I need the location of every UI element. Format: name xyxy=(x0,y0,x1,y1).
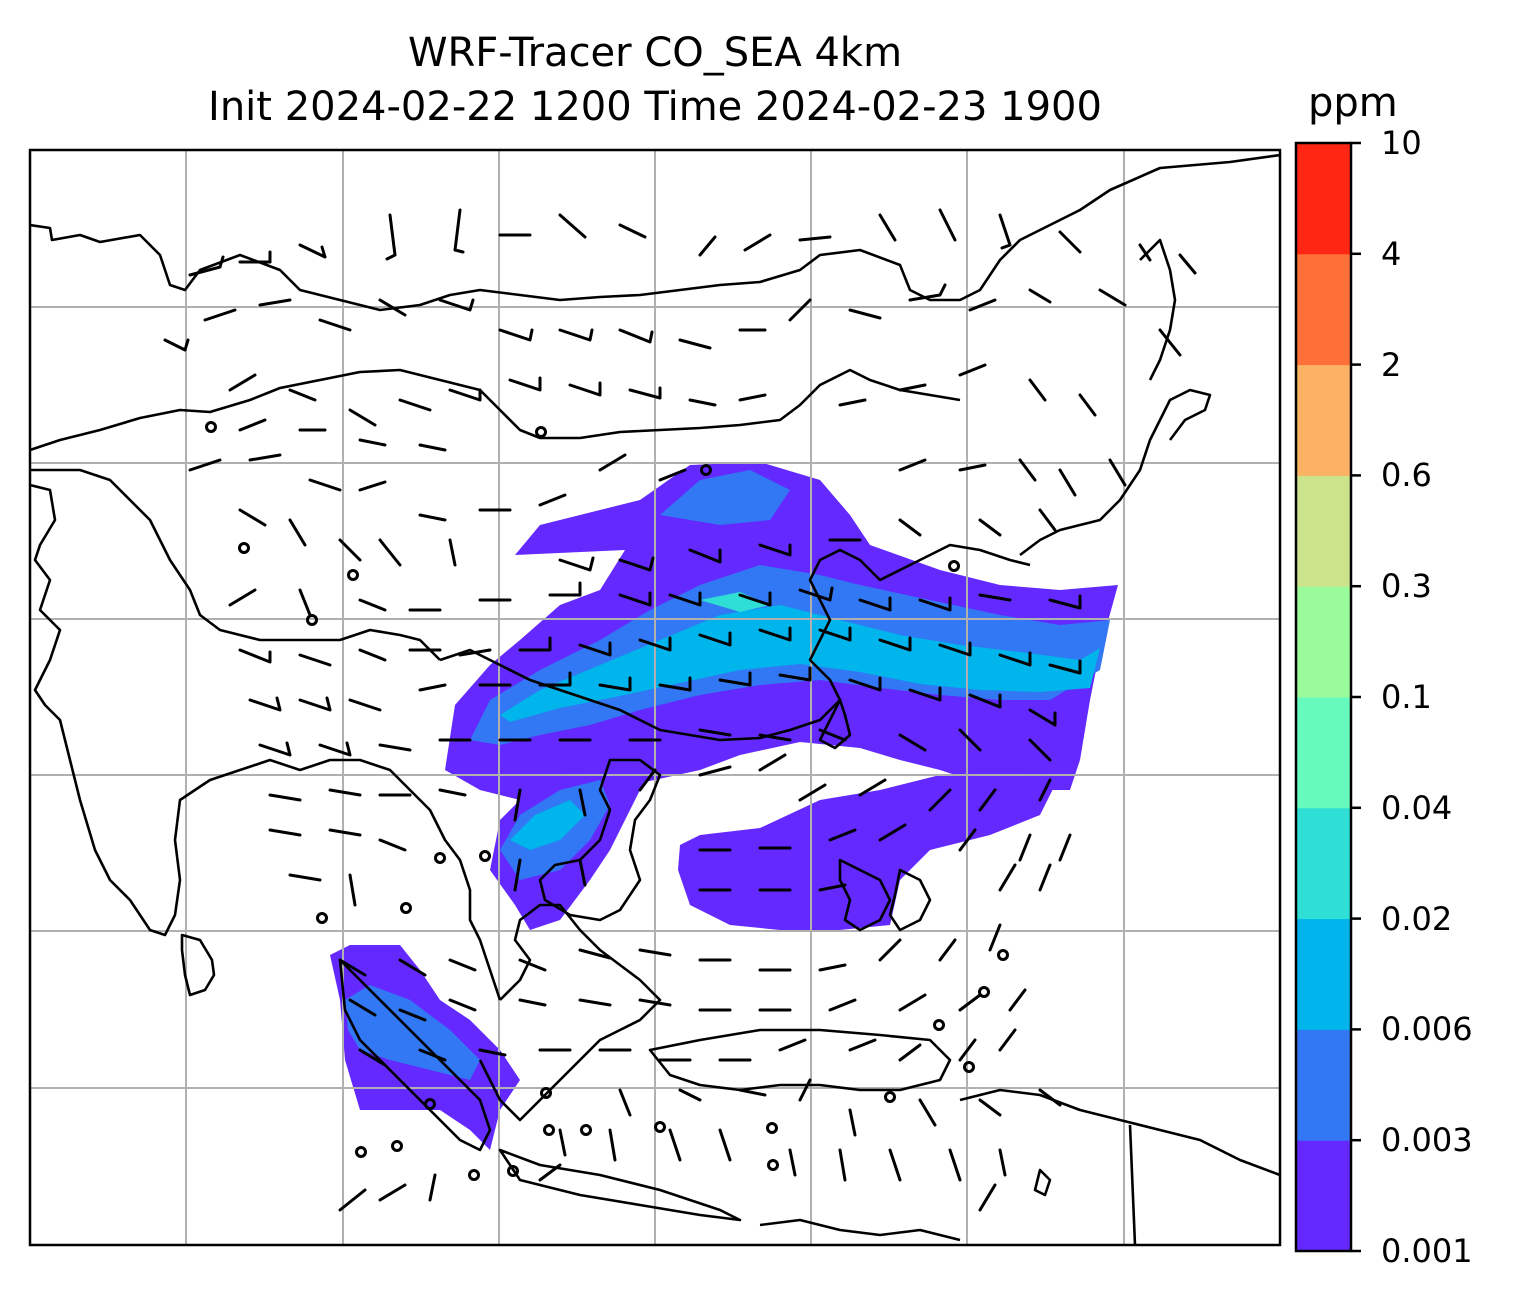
plume-level-2-north xyxy=(660,470,790,525)
colorbar-segment xyxy=(1296,253,1351,366)
calm-wind-markers xyxy=(205,421,1009,1181)
colorbar-segment xyxy=(1296,1140,1351,1252)
colorbar-segment xyxy=(1296,475,1351,587)
plume-level-4 xyxy=(700,592,770,612)
colorbar-tick-label: 0.6 xyxy=(1381,456,1432,495)
colorbar-tick-label: 0.04 xyxy=(1381,788,1453,827)
tracer-plume-philippines xyxy=(678,770,1060,930)
map-gridlines xyxy=(30,150,1280,1245)
colorbar-tick-label: 0.1 xyxy=(1381,678,1432,716)
colorbar-segment xyxy=(1296,364,1351,476)
map-plot-area xyxy=(30,150,1280,1245)
colorbar-tick-label: 4 xyxy=(1381,234,1402,273)
plume-level-3 xyxy=(500,605,1100,722)
colorbar-unit-label: ppm xyxy=(1308,80,1398,126)
colorbar-segment xyxy=(1296,143,1351,255)
chart-title-line-2: Init 2024-02-22 1200 Time 2024-02-23 190… xyxy=(208,84,1102,130)
colorbar xyxy=(1296,141,1361,1253)
colorbar-segment xyxy=(1296,697,1351,809)
colorbar-tick-label: 0.003 xyxy=(1381,1121,1473,1160)
colorbar-segment xyxy=(1296,807,1351,920)
map-coastlines xyxy=(30,153,1280,1245)
colorbar-segment xyxy=(1296,586,1351,698)
colorbar-tick-label: 10 xyxy=(1381,124,1422,162)
map-frame xyxy=(28,148,1282,1247)
wind-barbs xyxy=(163,208,1197,1212)
chart-title-line-1: WRF-Tracer CO_SEA 4km xyxy=(407,30,903,76)
colorbar-frame xyxy=(1294,141,1353,1253)
colorbar-tick-label: 0.006 xyxy=(1381,1010,1473,1049)
colorbar-tick-label: 0.02 xyxy=(1381,899,1453,938)
colorbar-tick-label: 0.001 xyxy=(1381,1232,1473,1270)
colorbar-tick-label: 0.3 xyxy=(1381,567,1432,606)
plume-indochina-3 xyxy=(510,800,585,850)
colorbar-segment xyxy=(1296,918,1351,1030)
colorbar-tick-label: 2 xyxy=(1381,345,1402,384)
colorbar-segment xyxy=(1296,1029,1351,1141)
